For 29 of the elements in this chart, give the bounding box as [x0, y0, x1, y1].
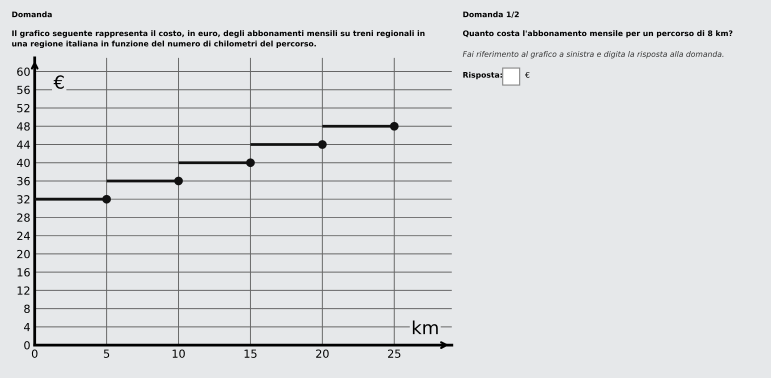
x-tick-label: 0: [32, 349, 38, 358]
y-tick-label: 0: [24, 341, 30, 350]
y-tick-label: 40: [16, 158, 30, 168]
x-tick-label: 25: [388, 349, 400, 358]
y-tick-label: 44: [16, 140, 30, 149]
point: [390, 122, 399, 131]
y-tick-label: 28: [17, 213, 30, 222]
y-tick-label: 12: [18, 286, 30, 295]
point: [102, 194, 111, 204]
y-tick-label: 20: [17, 250, 30, 258]
y-tick-label: 56: [17, 86, 30, 94]
x-tick-label: 5: [104, 350, 110, 358]
y-tick-label: 32: [17, 195, 30, 204]
y-tick-label: 48: [16, 122, 30, 131]
point: [318, 140, 327, 149]
y-tick-label: 24: [17, 232, 30, 240]
point: [246, 158, 255, 168]
point: [174, 176, 183, 186]
y-tick-label: 36: [17, 176, 30, 186]
y-tick-label: 60: [17, 67, 30, 76]
x-tick-label: 15: [244, 350, 257, 358]
y-axis-title: €: [53, 75, 64, 89]
x-tick-label: 20: [316, 349, 329, 358]
x-tick-label: 10: [172, 349, 185, 358]
y-tick-label: 8: [24, 304, 30, 314]
y-tick-label: 52: [17, 104, 30, 112]
y-tick-label: 4: [24, 322, 30, 332]
x-axis-title: km: [412, 320, 438, 334]
y-tick-label: 16: [18, 268, 30, 277]
